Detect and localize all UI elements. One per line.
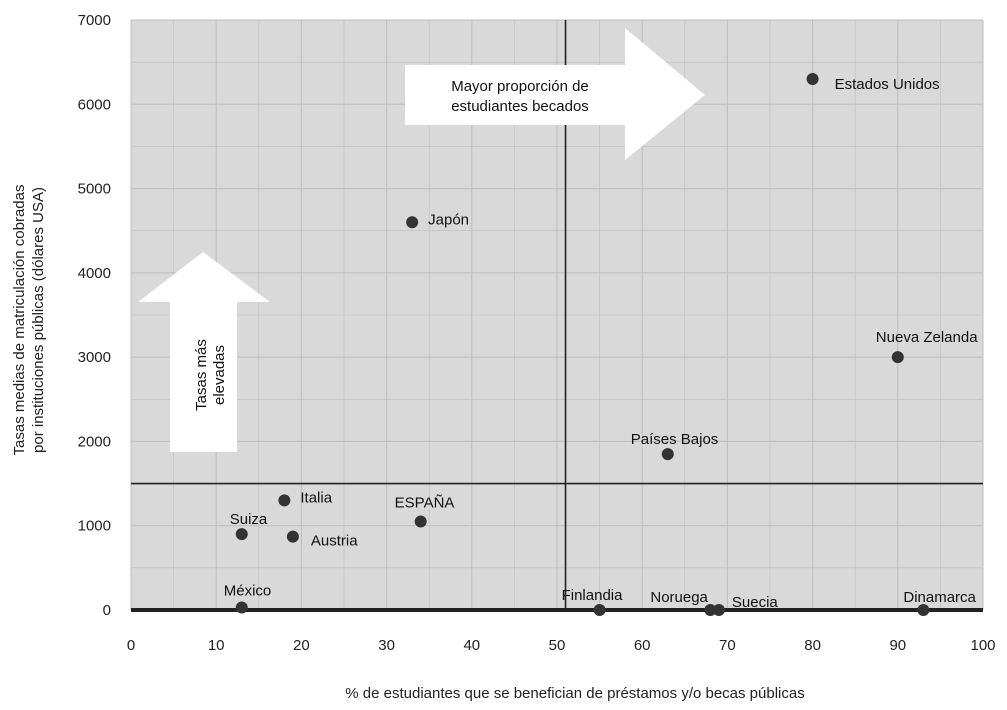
y-tick-label: 4000 — [78, 265, 111, 282]
y-tick-label: 6000 — [78, 96, 111, 113]
point-label-paises-bajos: Países Bajos — [631, 431, 719, 448]
point-suecia — [712, 604, 725, 616]
point-dinamarca — [917, 604, 930, 616]
y-axis-title-line2: por instituciones públicas (dólares USA) — [30, 187, 47, 453]
x-tick-label: 0 — [127, 637, 135, 654]
point-label-nueva-zelanda: Nueva Zelanda — [876, 329, 978, 346]
point-estados-unidos — [806, 73, 819, 85]
point-noruega — [704, 604, 717, 616]
point-italia — [278, 494, 291, 507]
point-label-mexico: México — [224, 582, 272, 599]
x-axis-title: % de estudiantes que se benefician de pr… — [345, 685, 804, 702]
y-tick-label: 0 — [103, 602, 111, 619]
data-points: Estados Unidos Japón Nueva Zelanda Países B… — [224, 73, 978, 616]
x-tick-label: 50 — [549, 637, 566, 654]
point-label-espana: ESPAÑA — [395, 495, 455, 512]
x-tick-label: 100 — [970, 637, 995, 654]
point-label-dinamarca: Dinamarca — [903, 589, 976, 606]
y-tick-label: 3000 — [78, 349, 111, 366]
y-tick-label: 5000 — [78, 181, 111, 198]
x-tick-label: 70 — [719, 637, 736, 654]
point-label-japon: Japón — [428, 211, 469, 228]
y-tick-label: 2000 — [78, 433, 111, 450]
right-arrow-label-line2: estudiantes becados — [451, 98, 589, 115]
up-arrow-label-line1: Tasas más — [193, 339, 210, 411]
x-tick-label: 60 — [634, 637, 651, 654]
point-japon — [406, 216, 419, 229]
x-tick-label: 20 — [293, 637, 310, 654]
point-label-italia: Italia — [300, 489, 332, 506]
point-label-noruega: Noruega — [650, 589, 708, 606]
up-arrow — [138, 252, 270, 452]
point-label-estados-unidos: Estados Unidos — [835, 76, 940, 93]
point-espana — [414, 515, 427, 528]
y-tick-label: 7000 — [78, 12, 111, 29]
point-mexico — [235, 601, 248, 614]
y-tick-label: 1000 — [78, 518, 111, 535]
point-label-suecia: Suecia — [732, 594, 779, 611]
x-tick-label: 90 — [889, 637, 906, 654]
up-arrow-label-line2: elevadas — [211, 345, 228, 405]
point-label-suiza: Suiza — [230, 511, 268, 528]
point-label-finlandia: Finlandia — [562, 587, 624, 604]
right-arrow — [405, 28, 705, 160]
y-axis-title-line1: Tasas medias de matriculación cobradas — [11, 185, 28, 456]
axis-ticks: 0 10 20 30 40 50 60 70 80 90 100010002000300040005… — [78, 12, 996, 654]
x-tick-label: 30 — [378, 637, 395, 654]
point-nueva-zelanda — [891, 351, 904, 364]
x-tick-label: 80 — [804, 637, 821, 654]
point-paises-bajos — [661, 448, 674, 461]
x-tick-label: 40 — [463, 637, 480, 654]
point-suiza — [235, 528, 248, 541]
point-label-austria: Austria — [311, 533, 358, 550]
x-tick-label: 10 — [208, 637, 225, 654]
point-finlandia — [593, 604, 606, 616]
right-arrow-label-line1: Mayor proporción de — [451, 78, 589, 95]
point-austria — [286, 530, 299, 543]
